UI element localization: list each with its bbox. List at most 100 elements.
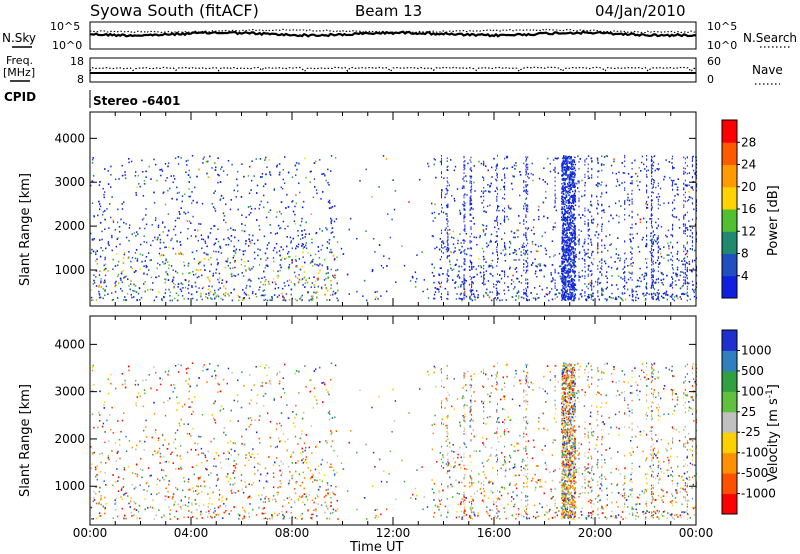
power-cell xyxy=(564,219,566,221)
power-cell xyxy=(578,276,580,278)
power-cell xyxy=(552,277,554,279)
power-cell xyxy=(684,229,686,231)
power-cell xyxy=(281,187,284,190)
power-cell xyxy=(569,260,572,263)
power-cell xyxy=(630,227,632,229)
power-cell xyxy=(562,233,565,235)
power-cell xyxy=(610,164,613,167)
power-cell xyxy=(592,263,594,266)
power-cell xyxy=(172,276,175,279)
power-cell xyxy=(512,296,514,298)
power-cell xyxy=(249,240,251,243)
power-cell xyxy=(506,215,508,218)
power-cell xyxy=(569,286,571,288)
power-cell xyxy=(518,215,520,217)
power-cell xyxy=(330,232,332,234)
power-cell xyxy=(125,223,127,225)
power-cell xyxy=(465,295,468,298)
power-cell xyxy=(201,274,203,277)
power-cell xyxy=(141,260,143,263)
power-cell xyxy=(542,179,544,181)
power-cell xyxy=(209,280,211,283)
power-cell xyxy=(591,219,593,221)
power-cell xyxy=(683,250,685,253)
power-cell xyxy=(639,181,641,183)
power-cell xyxy=(478,257,480,260)
power-cell xyxy=(554,279,556,281)
power-cell xyxy=(631,273,633,275)
power-cell xyxy=(221,282,223,284)
power-cell xyxy=(485,242,488,244)
power-cell xyxy=(563,161,565,163)
power-cell xyxy=(331,251,333,254)
power-cell xyxy=(525,197,527,199)
power-cell xyxy=(525,252,527,254)
power-cell xyxy=(646,165,648,168)
power-cell xyxy=(293,283,296,285)
power-cell xyxy=(232,229,235,231)
power-cell xyxy=(573,217,576,220)
power-cell xyxy=(652,268,654,270)
power-cell xyxy=(117,264,119,267)
power-cell xyxy=(180,231,182,234)
power-cell xyxy=(296,245,298,247)
power-cell xyxy=(549,163,551,165)
power-cell xyxy=(202,286,205,289)
power-cell xyxy=(578,213,580,216)
power-cell xyxy=(569,268,571,271)
power-cell xyxy=(171,299,173,302)
power-cell xyxy=(325,277,327,280)
power-cell xyxy=(302,284,304,286)
power-cell xyxy=(321,287,323,290)
power-cell xyxy=(653,239,656,241)
power-cell xyxy=(570,166,572,169)
power-cell xyxy=(441,189,443,191)
power-cell xyxy=(569,201,571,204)
power-cell xyxy=(282,168,284,171)
power-cell xyxy=(672,167,674,170)
power-cell xyxy=(495,235,498,237)
power-cell xyxy=(671,264,673,266)
power-cell xyxy=(504,245,506,248)
power-cell xyxy=(601,265,603,267)
power-cell xyxy=(523,180,525,182)
power-cell xyxy=(463,280,465,283)
power-cell xyxy=(573,171,575,174)
power-cell xyxy=(656,227,658,229)
power-cell xyxy=(525,235,527,237)
power-cell xyxy=(683,206,685,208)
power-cell xyxy=(564,182,566,185)
power-cell xyxy=(269,299,271,301)
power-cell xyxy=(684,248,686,251)
power-cell xyxy=(666,274,668,277)
power-cell xyxy=(555,293,557,296)
power-cell xyxy=(504,275,506,278)
power-cell xyxy=(504,232,506,234)
power-cell xyxy=(212,293,215,296)
power-cell xyxy=(135,235,137,237)
power-cell xyxy=(570,171,572,173)
power-cell xyxy=(565,160,567,162)
power-cell xyxy=(563,215,565,217)
power-cell xyxy=(496,240,498,242)
power-cell xyxy=(621,292,624,294)
power-cell xyxy=(645,202,647,205)
power-cell xyxy=(601,289,603,292)
power-cell xyxy=(656,242,659,245)
power-cell xyxy=(570,215,572,217)
power-cell xyxy=(570,158,572,160)
power-cell xyxy=(231,299,234,302)
power-cell xyxy=(574,249,576,251)
power-cell xyxy=(651,242,653,244)
power-cell xyxy=(243,298,245,301)
power-cell xyxy=(571,258,573,261)
power-cell xyxy=(234,250,236,252)
power-cell xyxy=(469,197,471,200)
power-cell xyxy=(570,196,573,198)
power-cell xyxy=(498,205,500,208)
power-cell xyxy=(277,224,280,227)
power-cell xyxy=(301,245,303,247)
power-cell xyxy=(134,285,137,287)
power-cell xyxy=(657,293,659,295)
power-cell xyxy=(567,212,569,214)
